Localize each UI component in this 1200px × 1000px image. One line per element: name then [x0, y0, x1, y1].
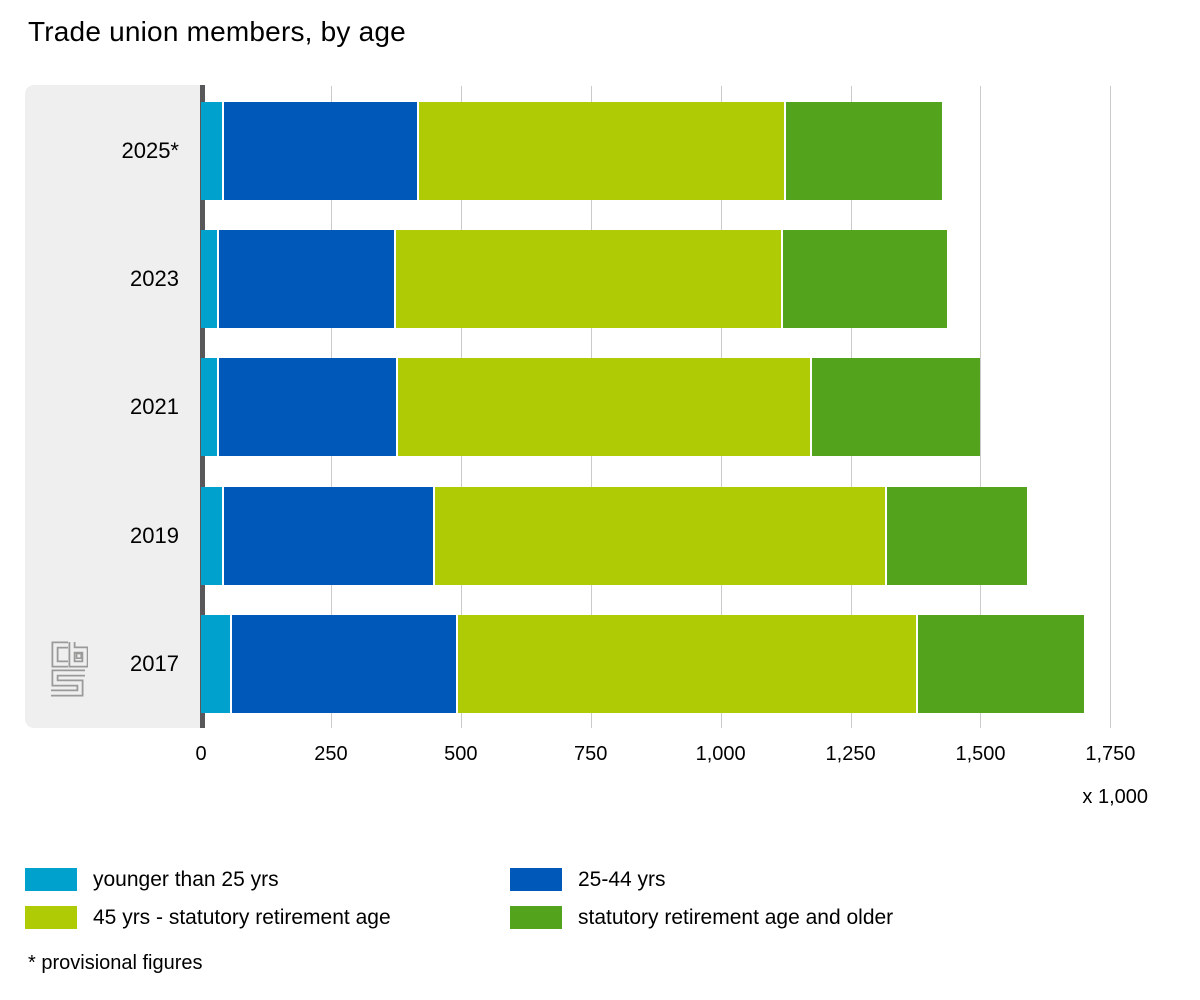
category-label: 2019 — [130, 523, 179, 548]
bar-segment[interactable] — [224, 487, 433, 585]
bar-segment[interactable] — [395, 230, 781, 328]
x-tick-label: 1,000 — [695, 743, 746, 765]
bar-segment[interactable] — [232, 615, 457, 713]
x-tick-label: 1,500 — [955, 743, 1006, 765]
plot-area: 0 250 500 750 1,000 1,250 1,500 1,750 2025* 2023 2… — [121, 85, 1135, 765]
bar-segment[interactable] — [201, 487, 223, 585]
bar-segment[interactable] — [783, 230, 947, 328]
x-tick-label: 1,250 — [825, 743, 876, 765]
legend-item[interactable]: younger than 25 yrs — [25, 868, 279, 891]
legend-label: statutory retirement age and older — [578, 905, 894, 929]
bar-segment[interactable] — [398, 358, 810, 456]
bar-segment[interactable] — [785, 102, 942, 200]
bar-segment[interactable] — [219, 358, 397, 456]
category-label: 2017 — [130, 651, 179, 676]
x-tick-label: 750 — [574, 743, 608, 765]
bar-segment[interactable] — [201, 102, 223, 200]
x-tick-label: 0 — [195, 743, 207, 765]
bar-segment[interactable] — [219, 230, 394, 328]
legend-label: 45 yrs - statutory retirement age — [93, 905, 391, 929]
x-tick-label: 1,750 — [1085, 743, 1136, 765]
legend-item[interactable]: 45 yrs - statutory retirement age — [25, 906, 391, 929]
legend-swatch — [25, 868, 77, 891]
bar-segment[interactable] — [201, 358, 218, 456]
x-tick-label: 250 — [314, 743, 348, 765]
bar-segment[interactable] — [886, 487, 1028, 585]
bar-segment[interactable] — [419, 102, 784, 200]
bar-segment[interactable] — [201, 230, 218, 328]
bar-segment[interactable] — [918, 615, 1085, 713]
category-label: 2021 — [130, 394, 179, 419]
gridline-1500 — [980, 86, 982, 728]
legend-swatch — [510, 906, 562, 929]
legend-item[interactable]: statutory retirement age and older — [510, 906, 893, 929]
legend-swatch — [510, 868, 562, 891]
axis-unit-label: x 1,000 — [1082, 786, 1148, 808]
gridline-1750 — [1110, 86, 1112, 728]
bar-segment[interactable] — [434, 487, 885, 585]
category-label: 2023 — [130, 266, 179, 291]
legend-swatch — [25, 906, 77, 929]
legend-label: 25-44 yrs — [578, 867, 666, 891]
bar-segment[interactable] — [458, 615, 917, 713]
bar-segment[interactable] — [811, 358, 981, 456]
category-panel — [25, 85, 200, 728]
x-tick-label: 500 — [444, 743, 478, 765]
legend-item[interactable]: 25-44 yrs — [510, 868, 666, 891]
bar-segment[interactable] — [201, 615, 231, 713]
chart-title: Trade union members, by age — [28, 16, 406, 47]
footnote: * provisional figures — [28, 952, 203, 974]
category-label: 2025* — [121, 138, 179, 163]
legend-label: younger than 25 yrs — [93, 867, 279, 891]
cbs-logo — [51, 641, 88, 697]
bar-segment[interactable] — [224, 102, 418, 200]
